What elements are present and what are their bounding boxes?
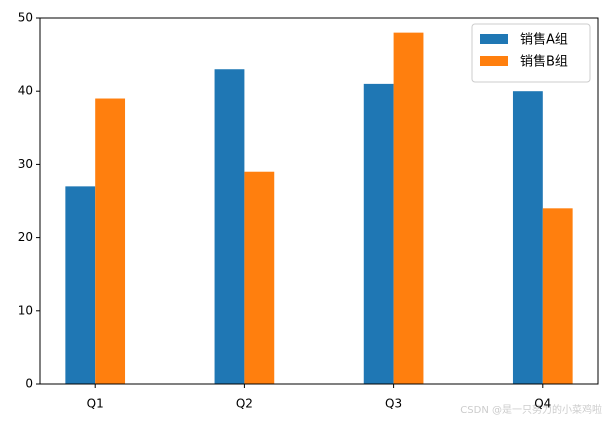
y-tick-label: 50 (18, 11, 33, 25)
watermark: CSDN @是一只努力的小菜鸡啦 (460, 403, 602, 416)
legend-swatch (480, 34, 508, 44)
x-tick-label: Q4 (534, 397, 551, 411)
bar (363, 83, 394, 384)
y-tick-label: 20 (18, 230, 33, 244)
legend-label: 销售B组 (520, 54, 568, 70)
x-tick-label: Q3 (385, 397, 402, 411)
legend-swatch (480, 56, 508, 66)
x-tick-label: Q2 (236, 397, 253, 411)
bar (393, 32, 424, 384)
x-tick-label: Q1 (87, 397, 104, 411)
plot-frame (39, 17, 599, 385)
bar (244, 171, 275, 384)
bar (214, 69, 245, 385)
bar (95, 98, 126, 385)
y-tick-label: 0 (25, 377, 33, 391)
bar (65, 186, 96, 384)
legend-label: 销售A组 (520, 32, 568, 48)
bar (542, 208, 573, 384)
bar (512, 91, 543, 384)
y-tick-label: 30 (18, 157, 33, 171)
y-tick-label: 10 (18, 303, 33, 317)
y-tick-label: 40 (18, 84, 33, 98)
